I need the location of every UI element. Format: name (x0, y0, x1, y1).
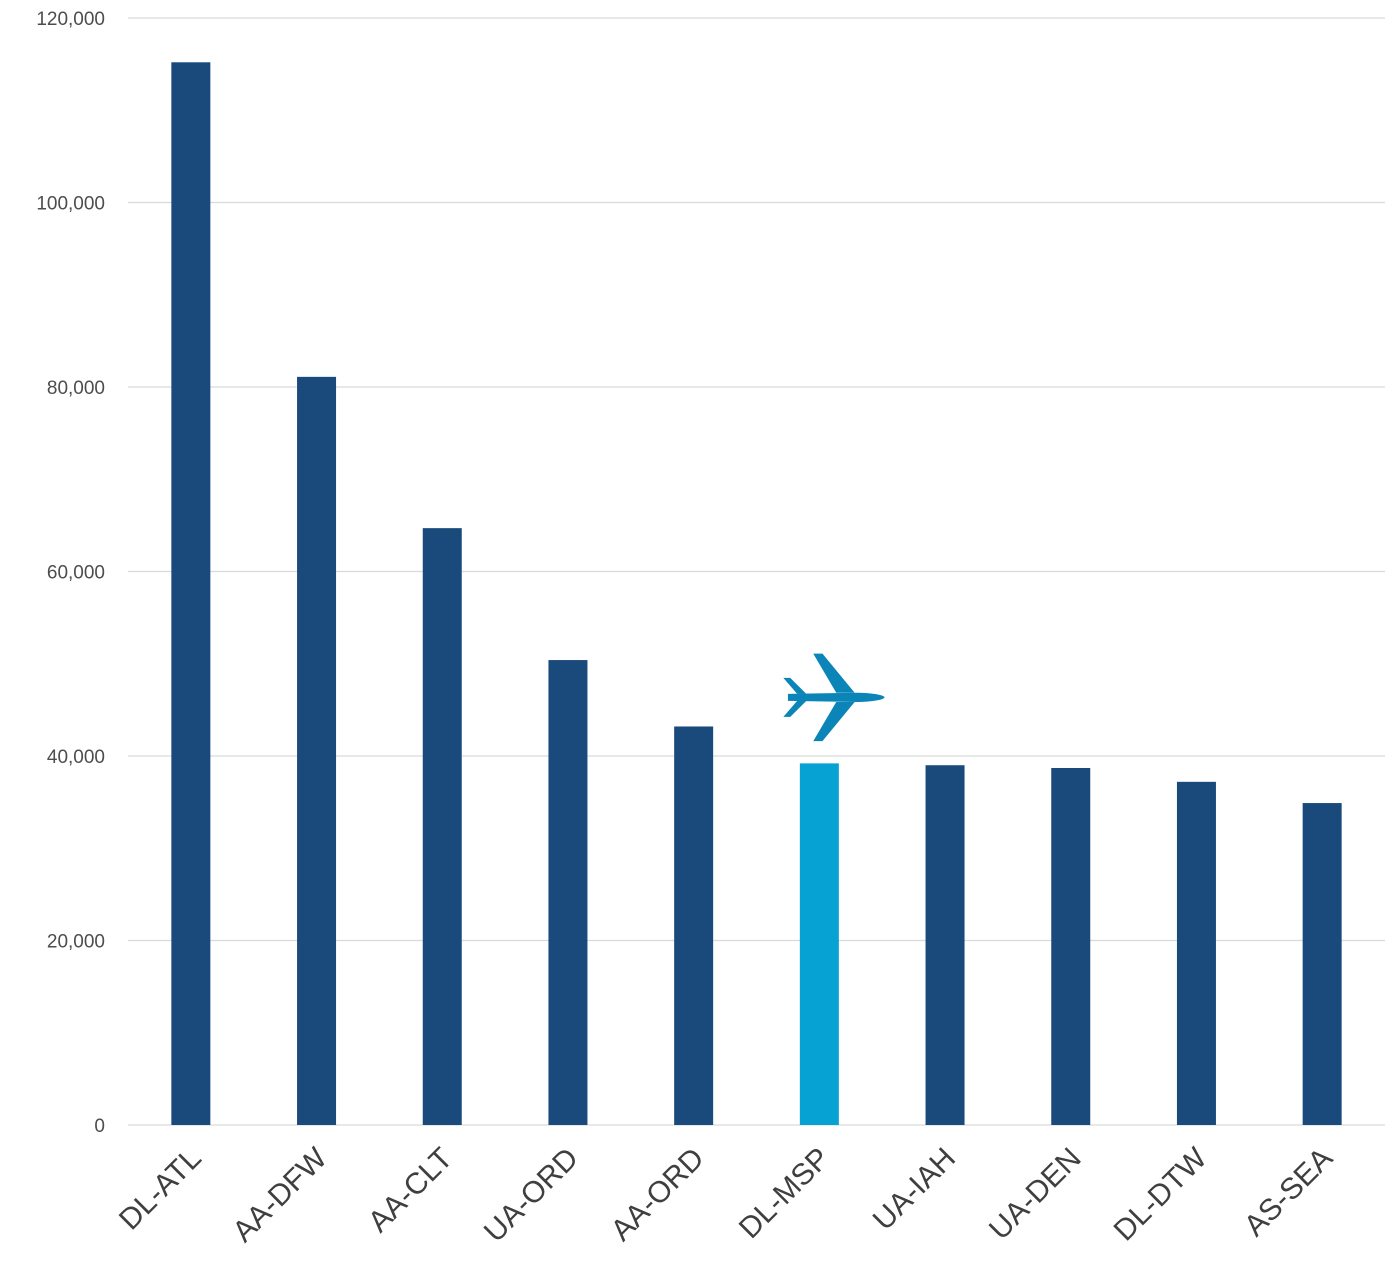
y-tick-label: 120,000 (36, 9, 105, 30)
bar-as-sea (1302, 803, 1342, 1125)
bar-aa-dfw (297, 376, 337, 1125)
x-tick-label: DL-MSP (733, 1142, 836, 1245)
bar-dl-dtw (1176, 781, 1216, 1125)
bar-ua-ord (548, 660, 588, 1125)
airplane-wing-bottom (813, 701, 855, 742)
bars (171, 62, 1342, 1125)
y-tick-label: 20,000 (47, 932, 105, 953)
bar-aa-ord (674, 726, 714, 1125)
x-axis-category-labels: DL-ATL AA-DFW AA-CLT UA-ORD AA-ORD DL-MSP UA-I… (113, 1141, 1339, 1248)
x-tick-label: DL-DTW (1108, 1141, 1214, 1247)
bar-dl-msp (799, 763, 839, 1125)
x-tick-label: UA-DEN (983, 1142, 1088, 1247)
bar-aa-clt (422, 528, 462, 1125)
airplane-wing-top (813, 653, 855, 693)
y-tick-label: 40,000 (47, 747, 105, 768)
airplane-tail (783, 677, 807, 717)
bar-ua-iah (925, 765, 965, 1125)
y-axis-tick-labels: 0 20,000 40,000 60,000 80,000 100,000 120,000 (36, 9, 105, 1137)
airplane-icon (783, 653, 885, 742)
y-tick-label: 100,000 (36, 194, 105, 215)
bar-ua-den (1051, 767, 1091, 1125)
y-tick-label: 60,000 (47, 563, 105, 584)
x-tick-label: AS-SEA (1238, 1142, 1339, 1243)
x-tick-label: AA-ORD (605, 1142, 711, 1248)
x-tick-label: DL-ATL (113, 1142, 208, 1237)
highlight-marker (783, 653, 885, 742)
y-tick-label: 80,000 (47, 378, 105, 399)
x-tick-label: AA-DFW (226, 1141, 333, 1248)
gridlines (128, 17, 1385, 1126)
x-tick-label: UA-ORD (478, 1142, 585, 1249)
airplane-fuselage (787, 692, 885, 702)
x-tick-label: AA-CLT (362, 1142, 459, 1239)
y-tick-label: 0 (94, 1116, 105, 1137)
bar-dl-atl (171, 62, 211, 1125)
x-tick-label: UA-IAH (867, 1142, 962, 1237)
